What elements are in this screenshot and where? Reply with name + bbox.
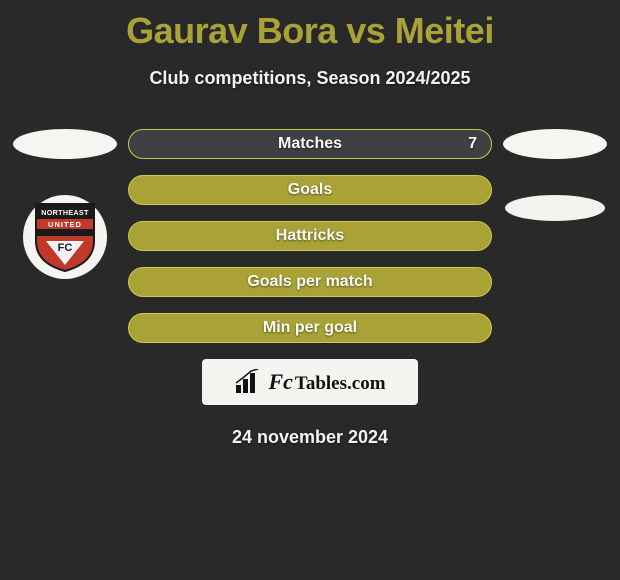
left-player-col: NORTHEAST UNITED FC — [8, 129, 122, 279]
page-title: Gaurav Bora vs Meitei — [0, 0, 620, 52]
brand-rest: Tables.com — [295, 373, 386, 395]
svg-text:NORTHEAST: NORTHEAST — [41, 208, 89, 217]
stat-bar-hattricks: Hattricks — [128, 221, 492, 251]
stat-bar-matches: Matches 7 — [128, 129, 492, 159]
left-club-badge: NORTHEAST UNITED FC — [23, 195, 107, 279]
stat-bar-min-per-goal: Min per goal — [128, 313, 492, 343]
brand-fc: Fc — [268, 369, 292, 395]
right-player-col — [498, 129, 612, 221]
stat-label: Goals — [288, 181, 332, 199]
right-club-oval — [505, 195, 605, 221]
stat-bar-goals-per-match: Goals per match — [128, 267, 492, 297]
comparison-row: NORTHEAST UNITED FC Matches 7 Goals Hatt… — [0, 129, 620, 343]
subtitle: Club competitions, Season 2024/2025 — [0, 68, 620, 89]
svg-text:UNITED: UNITED — [48, 220, 82, 229]
stat-value: 7 — [468, 135, 477, 153]
svg-text:FC: FC — [58, 242, 73, 254]
stat-label: Matches — [278, 135, 342, 153]
left-flag-oval — [13, 129, 117, 159]
bars-icon — [234, 369, 264, 395]
stat-label: Min per goal — [263, 319, 357, 337]
brand-text: FcTables.com — [268, 369, 385, 395]
stat-label: Hattricks — [276, 227, 344, 245]
brand-box: FcTables.com — [202, 359, 418, 405]
right-flag-oval — [503, 129, 607, 159]
date-line: 24 november 2024 — [0, 427, 620, 448]
stats-column: Matches 7 Goals Hattricks Goals per matc… — [122, 129, 498, 343]
stat-bar-goals: Goals — [128, 175, 492, 205]
stat-label: Goals per match — [247, 273, 372, 291]
northeast-united-shield-icon: NORTHEAST UNITED FC — [32, 201, 98, 273]
